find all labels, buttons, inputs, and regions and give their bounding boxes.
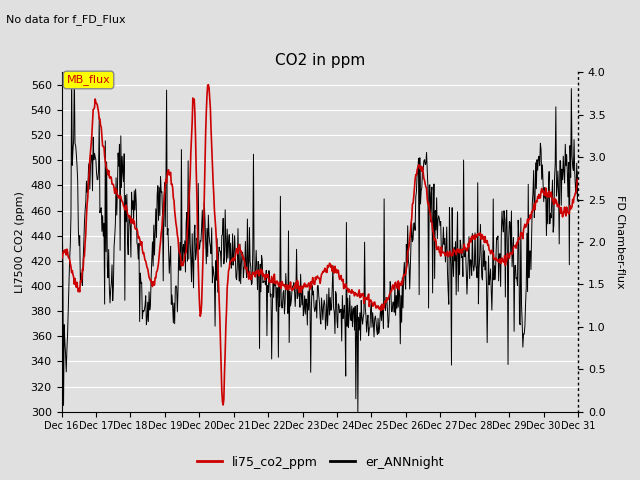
Y-axis label: FD Chamber-flux: FD Chamber-flux	[615, 195, 625, 289]
Text: No data for f_FD_Flux: No data for f_FD_Flux	[6, 14, 126, 25]
Legend: li75_co2_ppm, er_ANNnight: li75_co2_ppm, er_ANNnight	[191, 451, 449, 474]
Y-axis label: LI7500 CO2 (ppm): LI7500 CO2 (ppm)	[15, 191, 25, 293]
Text: MB_flux: MB_flux	[67, 74, 111, 85]
Title: CO2 in ppm: CO2 in ppm	[275, 53, 365, 68]
